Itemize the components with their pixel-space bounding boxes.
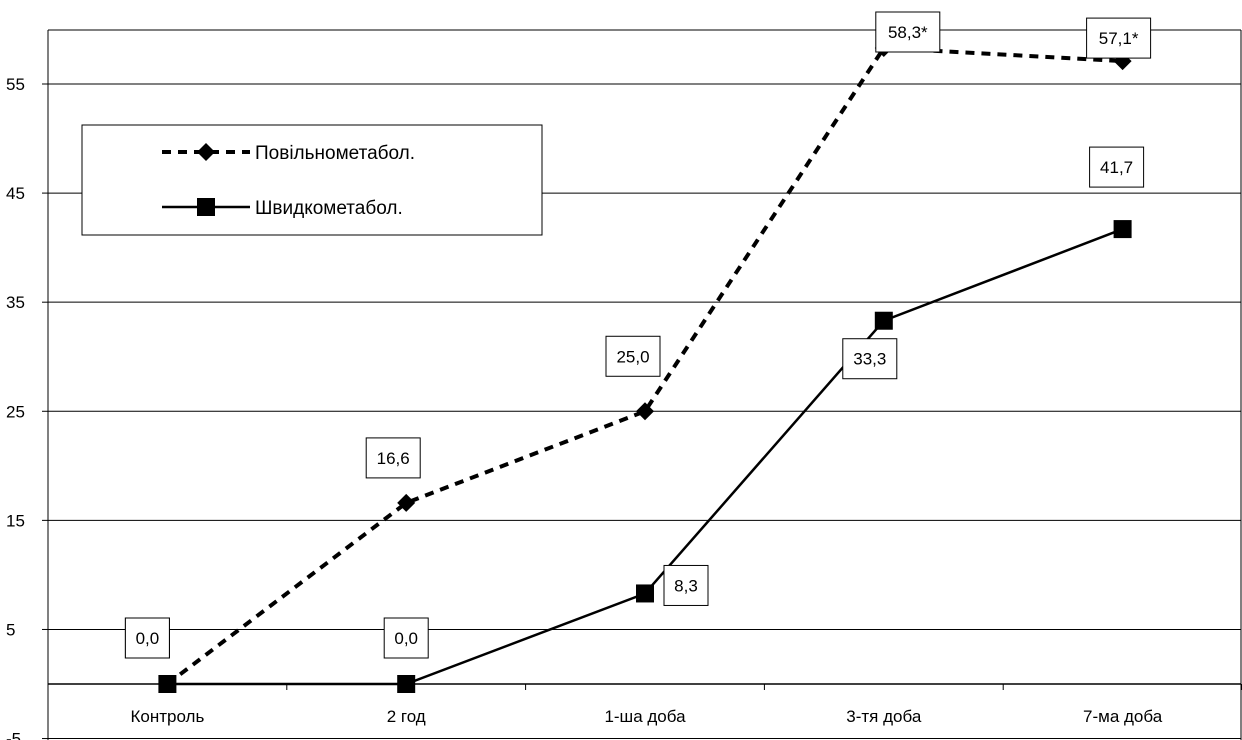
data-label-text: 58,3* xyxy=(888,23,928,42)
data-label-box xyxy=(1089,146,1145,188)
data-label: 8,3 xyxy=(663,564,709,606)
x-tick-label: 3-тя доба xyxy=(846,707,922,726)
x-tick-label: Контроль xyxy=(130,707,204,726)
data-label-text: 41,7 xyxy=(1100,158,1133,177)
series-2-marker xyxy=(397,675,416,693)
data-label-box xyxy=(365,437,421,479)
data-label-box xyxy=(124,617,170,659)
legend-entry: Швидкометабол. xyxy=(162,198,403,219)
data-labels: 0,016,625,058,3*57,1*0,00,08,333,341,7 xyxy=(124,11,1152,659)
data-label-text: 33,3 xyxy=(853,350,886,369)
series-2-marker xyxy=(636,584,654,603)
data-label: 58,3* xyxy=(875,11,941,53)
y-tick-label: 45 xyxy=(6,184,25,203)
series-1-marker xyxy=(636,402,654,421)
data-label-box xyxy=(383,617,429,659)
x-tick-label: 1-ша доба xyxy=(604,707,686,726)
data-label-text: 57,1* xyxy=(1099,29,1139,48)
series-2-marker xyxy=(874,311,893,330)
y-tick-label: 55 xyxy=(6,75,25,94)
data-label-box xyxy=(605,335,661,377)
data-label: 0,0 xyxy=(383,617,429,659)
series-1-marker xyxy=(397,493,416,512)
series-2-marker xyxy=(1113,220,1132,239)
legend-entry: Повільнометабол. xyxy=(162,143,415,164)
legend-box xyxy=(81,124,543,236)
y-tick-label: 5 xyxy=(6,620,15,639)
data-label-text: 25,0 xyxy=(616,347,649,366)
data-label-box xyxy=(842,338,898,380)
data-label-text: 0,0 xyxy=(394,629,418,648)
legend: Повільнометабол. Швидкометабол. xyxy=(81,124,543,236)
legend-marker-diamond xyxy=(197,143,215,161)
data-label: 41,7 xyxy=(1089,146,1145,188)
x-tick-label: 7-ма доба xyxy=(1083,707,1163,726)
x-tick-label: 2 год xyxy=(387,707,426,726)
tick-labels: -5 5 15 25 35 45 55 Контроль 2 год 1-ша доба 3-тя … xyxy=(6,75,1163,740)
series-line-2 xyxy=(167,227,1124,686)
data-label: 25,0 xyxy=(605,335,661,377)
legend-label: Повільнометабол. xyxy=(255,143,415,164)
legend-marker-square xyxy=(197,198,215,216)
series-2-marker xyxy=(158,675,177,693)
y-tick-label: 25 xyxy=(6,402,25,421)
data-label: 0,0 xyxy=(124,617,170,659)
data-label-text: 8,3 xyxy=(674,576,698,595)
y-tick-label: 35 xyxy=(6,293,25,312)
data-label: 57,1* xyxy=(1086,17,1152,59)
data-label: 16,6 xyxy=(365,437,421,479)
series-line-1 xyxy=(166,45,1123,686)
legend-label: Швидкометабол. xyxy=(255,198,403,219)
data-label-text: 16,6 xyxy=(377,449,410,468)
data-label-text: 0,0 xyxy=(136,629,160,648)
y-tick-label: 15 xyxy=(6,511,25,530)
data-label-box xyxy=(875,11,941,53)
data-label-box xyxy=(1086,17,1152,59)
y-tick-label: -5 xyxy=(6,730,21,740)
data-label: 33,3 xyxy=(842,338,898,380)
data-label-box xyxy=(663,564,709,606)
